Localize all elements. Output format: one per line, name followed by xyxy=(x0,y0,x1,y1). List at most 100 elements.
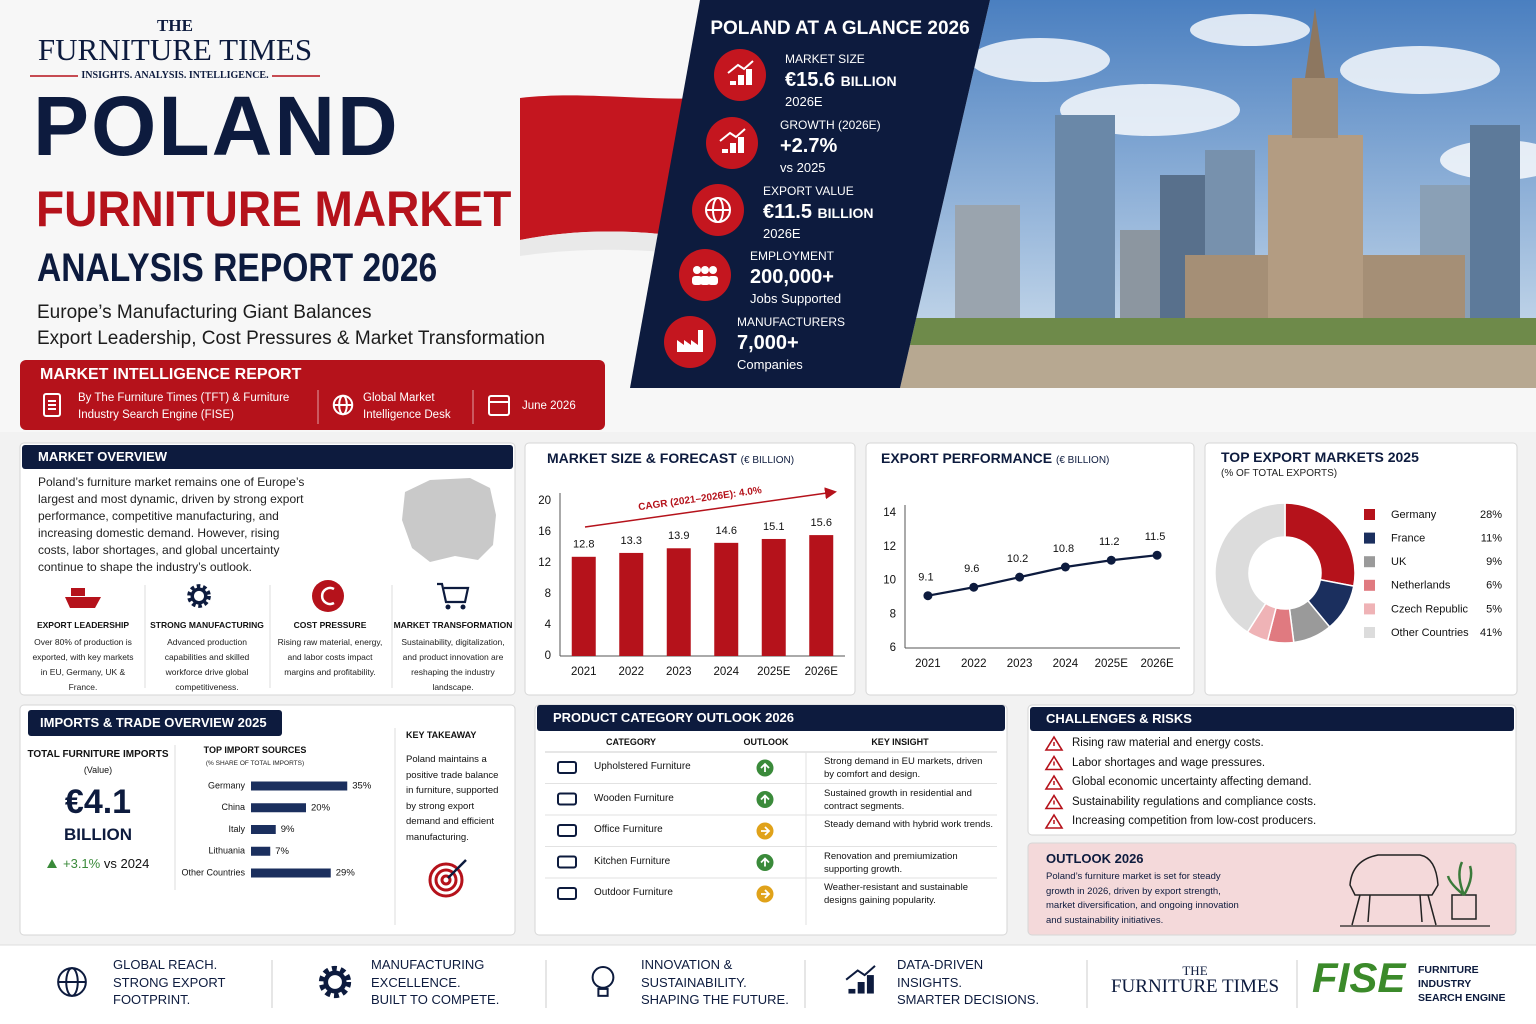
icon xyxy=(488,395,510,416)
takeaway-title: KEY TAKEAWAY xyxy=(406,730,477,740)
panel xyxy=(865,442,1195,696)
value-label: 15.6 xyxy=(811,517,832,529)
icon-part xyxy=(693,266,701,274)
outlook-arrow xyxy=(761,889,771,899)
x-tick-label: 2021 xyxy=(915,658,941,670)
icon-part xyxy=(445,604,451,610)
legend-swatch xyxy=(1364,603,1375,615)
challenge: Global economic uncertainty affecting de… xyxy=(1072,776,1312,788)
subtitle: Europe’s Manufacturing Giant Balances xyxy=(37,302,372,323)
pillar-text: Over 80% of production is exported, with… xyxy=(32,637,134,692)
category-icon xyxy=(557,761,577,774)
tagline: INSIGHTS. ANALYSIS. INTELLIGENCE. xyxy=(81,70,269,81)
outlook-text: Poland’s furniture market is set for ste… xyxy=(1046,871,1239,926)
footer-text: FOOTPRINT. xyxy=(113,992,191,1007)
value-label: 9.6 xyxy=(964,563,979,575)
category-label: China xyxy=(221,802,245,812)
target-arrow xyxy=(447,859,467,879)
legend-swatch xyxy=(1364,532,1375,544)
icon-part xyxy=(437,582,470,604)
value-label: 28% xyxy=(1480,509,1502,521)
legend-swatch xyxy=(1364,509,1375,520)
report-item: Global Market Intelligence Desk xyxy=(363,392,451,421)
value-label: 12.8 xyxy=(573,539,594,551)
panel-header xyxy=(22,445,513,469)
stat-note: 2026E xyxy=(785,94,823,109)
x-tick-label: 2023 xyxy=(666,666,692,678)
stat-number: €11.5 xyxy=(763,201,812,223)
footer-text: SHAPING THE FUTURE. xyxy=(641,992,789,1007)
warning-icon xyxy=(1044,813,1064,829)
outlook-title: OUTLOOK 2026 xyxy=(1046,851,1144,866)
legend-label: France xyxy=(1391,533,1425,545)
chart-title: TOP EXPORT MARKETS 2025 xyxy=(1221,449,1419,465)
y-tick-label: 6 xyxy=(890,642,896,654)
y-tick-label: 8 xyxy=(890,608,896,620)
panel-header xyxy=(537,705,1005,731)
icon-part xyxy=(866,975,874,994)
icon-part xyxy=(708,276,718,285)
city-photo xyxy=(900,0,1536,388)
stat-number: 7,000+ xyxy=(737,332,799,354)
icon xyxy=(706,117,758,169)
panel xyxy=(1027,842,1517,936)
icon-part xyxy=(722,149,728,153)
chart-unit: (€ BILLION) xyxy=(740,455,795,466)
category: Wooden Furniture xyxy=(594,792,674,804)
warning-icon xyxy=(1044,754,1064,771)
value-label: 11.2 xyxy=(1099,536,1120,548)
insight: Steady demand with hybrid work trends. xyxy=(824,819,993,830)
footer-text: STRONG EXPORT xyxy=(113,974,226,990)
column-header: CATEGORY xyxy=(605,737,656,747)
plant xyxy=(1446,861,1473,896)
legend-swatch xyxy=(1364,627,1375,638)
fise-logo: FISE xyxy=(1312,954,1406,1001)
brand: FURNITURE TIMES xyxy=(37,32,313,67)
chart-title-text: EXPORT PERFORMANCE xyxy=(881,450,1053,466)
x-tick-label: 2026E xyxy=(805,666,839,678)
footer-text: INNOVATION & xyxy=(641,957,733,972)
stat-label: MANUFACTURERS xyxy=(737,315,846,329)
title-line-2: FURNITURE MARKET xyxy=(36,181,512,237)
bar xyxy=(571,556,596,656)
takeaway-text: Poland maintains a positive trade balanc… xyxy=(406,754,499,843)
y-tick-label: 14 xyxy=(883,507,896,519)
icon xyxy=(664,316,716,368)
panel-header xyxy=(1030,707,1514,731)
category-icon xyxy=(557,824,577,837)
category-icon xyxy=(557,792,577,806)
value-label: 9.1 xyxy=(918,572,933,584)
bar xyxy=(251,846,271,856)
icon-part xyxy=(597,987,609,997)
icon-circle xyxy=(664,316,716,368)
cloud xyxy=(970,38,1110,82)
x-tick-label: 2024 xyxy=(713,666,739,678)
legend-swatch xyxy=(1364,579,1375,591)
icon-part xyxy=(701,266,709,274)
value-label: 41% xyxy=(1480,627,1502,639)
stat-note: vs 2025 xyxy=(780,160,826,175)
icon-part xyxy=(43,393,61,417)
chart-title-text: MARKET SIZE & FORECAST xyxy=(547,450,737,466)
category: Kitchen Furniture xyxy=(594,855,671,867)
legend-label: Germany xyxy=(1391,509,1437,521)
x-tick-label: 2025E xyxy=(757,666,791,678)
bar xyxy=(666,548,691,656)
pillar-title: MARKET TRANSFORMATION xyxy=(393,620,513,630)
value-label: 29% xyxy=(336,868,356,879)
footer-text: GLOBAL REACH. xyxy=(113,957,218,972)
footer-text: BUILT TO COMPETE. xyxy=(371,992,500,1007)
category-label: Other Countries xyxy=(181,867,245,877)
icon-circle xyxy=(679,249,731,301)
warning-icon xyxy=(1044,793,1064,810)
glance-title: POLAND AT A GLANCE 2026 xyxy=(710,18,970,39)
footer-text: SMARTER DECISIONS. xyxy=(897,992,1040,1007)
total-value: €4.1 xyxy=(64,783,132,821)
report-item: By The Furniture Times (TFT) & Furniture… xyxy=(78,392,290,421)
footer-text: INSIGHTS. xyxy=(897,974,963,990)
footer-text: SUSTAINABILITY. xyxy=(641,974,747,990)
total-unit: BILLION xyxy=(64,825,132,844)
challenge: Sustainability regulations and complianc… xyxy=(1072,795,1317,808)
chart-title: TOP IMPORT SOURCES xyxy=(203,745,307,755)
